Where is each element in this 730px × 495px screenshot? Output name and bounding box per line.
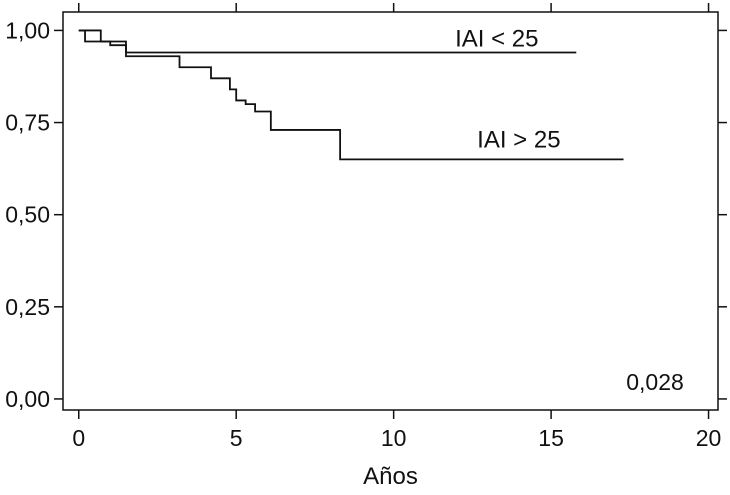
labels: IAI < 25 IAI > 25 Años 0,028 (363, 26, 684, 490)
y-tick-label: 0,00 (5, 386, 50, 412)
x-axis-label: Años (363, 463, 418, 490)
x-tick-label: 5 (230, 425, 243, 451)
y-tick-label: 1,00 (5, 17, 50, 43)
plot-frame (62, 11, 719, 411)
y-tick-label: 0,50 (5, 202, 50, 228)
x-tick-label: 15 (538, 425, 564, 451)
series-label: IAI > 25 (477, 126, 560, 153)
p-value-annotation: 0,028 (626, 369, 684, 395)
y-tick-label: 0,25 (5, 294, 50, 320)
x-tick-label: 20 (696, 425, 722, 451)
y-tick-label: 0,75 (5, 110, 50, 136)
series-lines (78, 29, 624, 161)
series-line-1 (78, 29, 624, 161)
ticks: 0 5 10 15 20 0,00 0,25 0,50 0,75 1,00 (5, 3, 727, 451)
series-label: IAI < 25 (455, 26, 538, 53)
x-tick-label: 10 (381, 425, 407, 451)
x-tick-label: 0 (72, 425, 85, 451)
